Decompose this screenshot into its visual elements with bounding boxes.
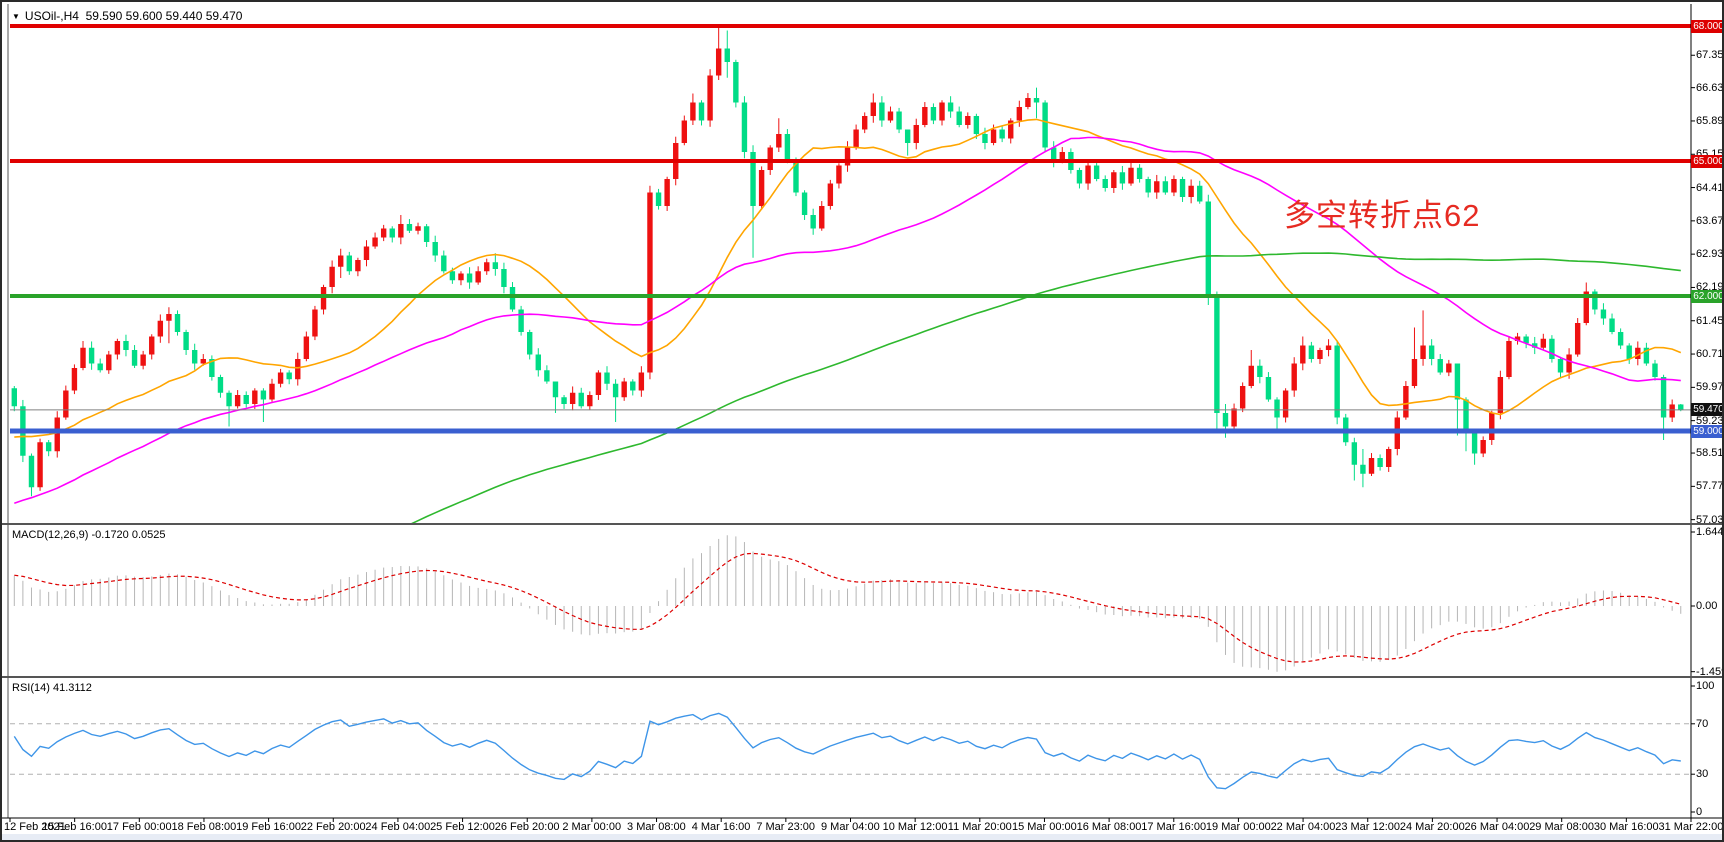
time-tick-label: 3 Mar 08:00 — [627, 821, 686, 833]
macd-panel — [13, 535, 1682, 672]
macd-scale-label: 0.00 — [1696, 600, 1718, 612]
price-tick-label: 58.510 — [1696, 447, 1724, 460]
macd-scale-label: -1.4594 — [1696, 665, 1722, 678]
rsi-scale-label: 70 — [1696, 717, 1709, 730]
rsi-scale-label: 30 — [1696, 768, 1709, 781]
time-tick-label: 9 Mar 04:00 — [821, 821, 880, 833]
ma-lines — [14, 118, 1682, 523]
price-tick-label: 60.710 — [1696, 348, 1724, 361]
price-tick-label: 63.670 — [1696, 214, 1724, 227]
panel-separator-macd[interactable] — [2, 523, 1722, 525]
chart-title: ▼ USOil-,H4 59.590 59.600 59.440 59.470 — [12, 9, 242, 23]
price-badge: 59.000 — [1691, 424, 1722, 438]
annotation-text[interactable]: 多空转折点62 — [1284, 198, 1481, 233]
time-tick-label: 24 Mar 20:00 — [1399, 821, 1465, 833]
price-tick-label: 59.970 — [1696, 381, 1724, 394]
rsi-panel — [10, 712, 1691, 790]
rsi-label: RSI(14) 41.3112 — [12, 682, 92, 694]
rsi-name: RSI(14) — [12, 682, 50, 694]
macd-signal-line — [14, 552, 1681, 663]
rsi-line — [13, 712, 1681, 790]
time-tick-label: 29 Mar 08:00 — [1529, 821, 1595, 833]
price-tick-label: 67.350 — [1696, 49, 1724, 62]
candles-layer — [11, 26, 1684, 497]
time-tick-label: 18 Feb 08:00 — [171, 821, 237, 833]
price-badge: 65.000 — [1691, 154, 1722, 168]
ma-mid-magenta — [14, 136, 1681, 504]
time-tick-label: 23 Mar 12:00 — [1335, 821, 1401, 833]
price-badge: 62.000 — [1691, 289, 1722, 303]
time-tick-label: 15 Feb 16:00 — [42, 821, 107, 833]
symbol-dropdown-icon[interactable]: ▼ — [12, 12, 20, 22]
time-tick-label: 19 Feb 16:00 — [236, 821, 301, 833]
price-tick-label: 66.630 — [1696, 81, 1724, 94]
time-tick-label: 7 Mar 23:00 — [756, 821, 816, 833]
time-tick-label: 30 Mar 16:00 — [1593, 821, 1659, 833]
time-tick-label: 2 Mar 00:00 — [562, 821, 622, 833]
time-tick-label: 19 Mar 00:00 — [1205, 821, 1271, 833]
price-tick-label: 61.450 — [1696, 314, 1724, 327]
price-tick-label: 65.890 — [1696, 114, 1724, 127]
time-tick-label: 12 Feb 2021 — [4, 821, 66, 833]
rsi-scale-label: 0 — [1696, 806, 1703, 818]
price-tick-label: 59.230 — [1696, 414, 1724, 427]
price-tick-label: 64.410 — [1696, 181, 1724, 194]
time-tick-label: 26 Mar 04:00 — [1464, 821, 1530, 833]
macd-label: MACD(12,26,9) -0.1720 0.0525 — [12, 529, 166, 541]
time-tick-label: 26 Feb 20:00 — [494, 821, 560, 833]
macd-values: -0.1720 0.0525 — [91, 529, 166, 541]
panel-separator-rsi[interactable] — [2, 676, 1722, 678]
time-tick-label: 17 Mar 16:00 — [1141, 821, 1207, 833]
macd-name: MACD(12,26,9) — [12, 529, 89, 541]
time-tick-label: 22 Feb 20:00 — [300, 821, 366, 833]
time-tick-label: 22 Mar 04:00 — [1270, 821, 1336, 833]
time-tick-label: 24 Feb 04:00 — [365, 821, 431, 833]
level-lines — [10, 24, 1691, 434]
price-badge: 59.470 — [1691, 403, 1722, 417]
time-tick-label: 4 Mar 16:00 — [691, 821, 751, 833]
rsi-value: 41.3112 — [52, 682, 92, 694]
time-tick-label: 11 Mar 20:00 — [947, 821, 1012, 833]
price-badge: 68.000 — [1691, 19, 1722, 33]
time-tick-label: 31 Mar 22:00 — [1658, 821, 1724, 833]
window-bottom-strip — [2, 834, 1722, 840]
ohlc-readout: 59.590 59.600 59.440 59.470 — [85, 9, 243, 23]
chart-frame — [2, 4, 1722, 822]
price-tick-label: 57.770 — [1696, 480, 1724, 493]
price-tick-label: 62.930 — [1696, 248, 1724, 261]
price-tick-label: 57.030 — [1696, 513, 1724, 526]
time-tick-label: 16 Mar 08:00 — [1076, 821, 1142, 833]
ma-fast-orange — [14, 118, 1682, 438]
time-tick-label: 10 Mar 12:00 — [882, 821, 948, 833]
time-tick-label: 25 Feb 12:00 — [430, 821, 495, 833]
macd-scale-label: 1.6446 — [1696, 526, 1724, 538]
time-tick-label: 15 Mar 00:00 — [1011, 821, 1077, 833]
time-tick-label: 17 Feb 00:00 — [106, 821, 172, 833]
rsi-scale-label: 100 — [1696, 680, 1715, 692]
symbol-name: USOil-,H4 — [24, 9, 79, 23]
